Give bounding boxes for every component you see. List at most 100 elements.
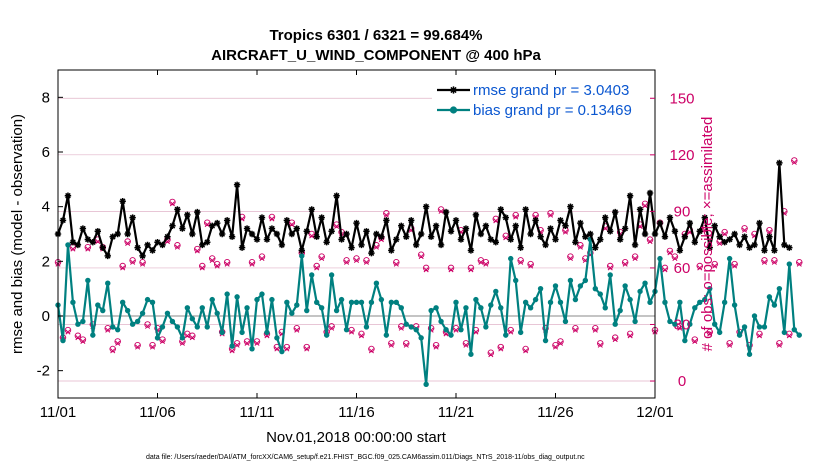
obs-possible-point xyxy=(482,259,490,266)
bias-point xyxy=(124,307,131,314)
obs-assimilated-point xyxy=(498,346,504,352)
obs-possible-point xyxy=(383,210,390,217)
obs-assimilated-point xyxy=(254,340,260,346)
rmse-point xyxy=(74,241,82,249)
rmse-series xyxy=(54,159,793,260)
rmse-point xyxy=(482,222,490,229)
bias-point xyxy=(448,332,454,338)
obs-possible-point xyxy=(726,340,733,347)
obs-assimilated-point xyxy=(567,255,573,262)
bias-point xyxy=(119,299,126,306)
bias-point xyxy=(781,329,788,336)
obs-assimilated-point xyxy=(224,261,230,267)
obs-assimilated-point xyxy=(169,201,175,207)
bias-point xyxy=(333,307,340,314)
obs-possible-point xyxy=(776,340,783,347)
bias-point xyxy=(398,305,404,311)
rmse-point xyxy=(94,228,101,235)
obs-possible-point xyxy=(129,257,136,264)
obs-possible-point xyxy=(343,257,350,264)
bias-point xyxy=(428,307,434,314)
y-right-tick-label: 120 xyxy=(669,147,694,164)
obs-possible-point xyxy=(64,326,72,334)
rmse-point xyxy=(253,236,261,243)
rmse-point xyxy=(527,230,534,238)
obs-assimilated-point xyxy=(791,159,797,165)
obs-possible-point xyxy=(268,213,276,221)
rmse-point xyxy=(736,241,743,249)
bias-point xyxy=(423,381,429,388)
bias-point xyxy=(468,351,474,357)
bias-point xyxy=(443,326,449,333)
obs-assimilated-point xyxy=(488,352,494,358)
rmse-point xyxy=(318,214,325,221)
rmse-point xyxy=(781,241,788,249)
bias-point xyxy=(144,296,151,303)
obs-assimilated-point xyxy=(388,342,394,348)
bias-point xyxy=(378,296,385,303)
obs-assimilated-point xyxy=(483,261,489,267)
data-file-footer: data file: /Users/raeder/DAI/ATM_forcXX/… xyxy=(146,454,585,461)
bias-point xyxy=(353,299,360,306)
bias-point xyxy=(542,337,549,344)
y-tick-label: -2 xyxy=(37,363,50,380)
rmse-point xyxy=(676,247,684,254)
rmse-point xyxy=(457,236,465,243)
obs-possible-point xyxy=(258,253,266,260)
rmse-point xyxy=(99,244,106,251)
obs-assimilated-point xyxy=(65,329,71,335)
obs-possible-point xyxy=(497,343,505,351)
bias-point xyxy=(473,296,479,303)
rmse-point xyxy=(597,236,604,243)
obs-possible-point xyxy=(666,247,674,255)
obs-assimilated-point xyxy=(130,259,136,265)
rmse-point xyxy=(293,225,300,232)
bias-point xyxy=(687,321,693,327)
obs-possible-point xyxy=(507,326,514,334)
rmse-point xyxy=(333,192,340,199)
rmse-point xyxy=(154,239,161,246)
y-right-tick-label: 90 xyxy=(674,203,691,220)
obs-assimilated-point xyxy=(80,338,86,345)
obs-assimilated-point xyxy=(135,344,141,350)
bias-point xyxy=(736,332,743,338)
obs-assimilated-point xyxy=(274,346,280,352)
obs-assimilated-point xyxy=(174,244,180,250)
rmse-point xyxy=(223,217,231,224)
obs-assimilated-point xyxy=(244,340,250,346)
obs-possible-point xyxy=(577,242,584,249)
bias-point xyxy=(95,302,101,308)
rmse-point xyxy=(621,225,629,232)
bias-point xyxy=(716,329,723,336)
x-tick-label: 11/26 xyxy=(537,404,573,421)
bias-point xyxy=(776,285,783,292)
bias-point xyxy=(761,324,768,330)
obs-assimilated-point xyxy=(552,344,559,350)
rmse-point xyxy=(507,236,514,243)
bias-point xyxy=(244,305,250,311)
bias-point xyxy=(304,307,310,314)
bias-point xyxy=(478,305,484,311)
obs-assimilated-point xyxy=(692,338,698,345)
rmse-point xyxy=(408,217,415,224)
bias-point xyxy=(503,332,509,338)
obs-possible-point xyxy=(388,340,395,347)
obs-assimilated-point xyxy=(473,329,479,335)
plot-area xyxy=(58,70,655,398)
x-axis-label: Nov.01,2018 00:00:00 start xyxy=(266,429,447,446)
rmse-point xyxy=(602,214,609,221)
bias-point xyxy=(692,305,698,311)
bias-point xyxy=(279,348,285,355)
x-tick-label: 11/16 xyxy=(338,404,374,421)
rmse-point xyxy=(268,225,276,232)
rmse-point xyxy=(149,247,156,254)
obs-assimilated-point xyxy=(125,240,131,246)
bias-point xyxy=(179,335,186,341)
rmse-point xyxy=(248,230,256,238)
obs-possible-point xyxy=(422,264,430,272)
rmse-point xyxy=(472,211,480,219)
y-right-tick-label: 150 xyxy=(669,90,694,107)
x-tick-label: 12/01 xyxy=(636,404,674,421)
rmse-point xyxy=(512,222,519,229)
obs-assimilated-point xyxy=(453,327,459,333)
